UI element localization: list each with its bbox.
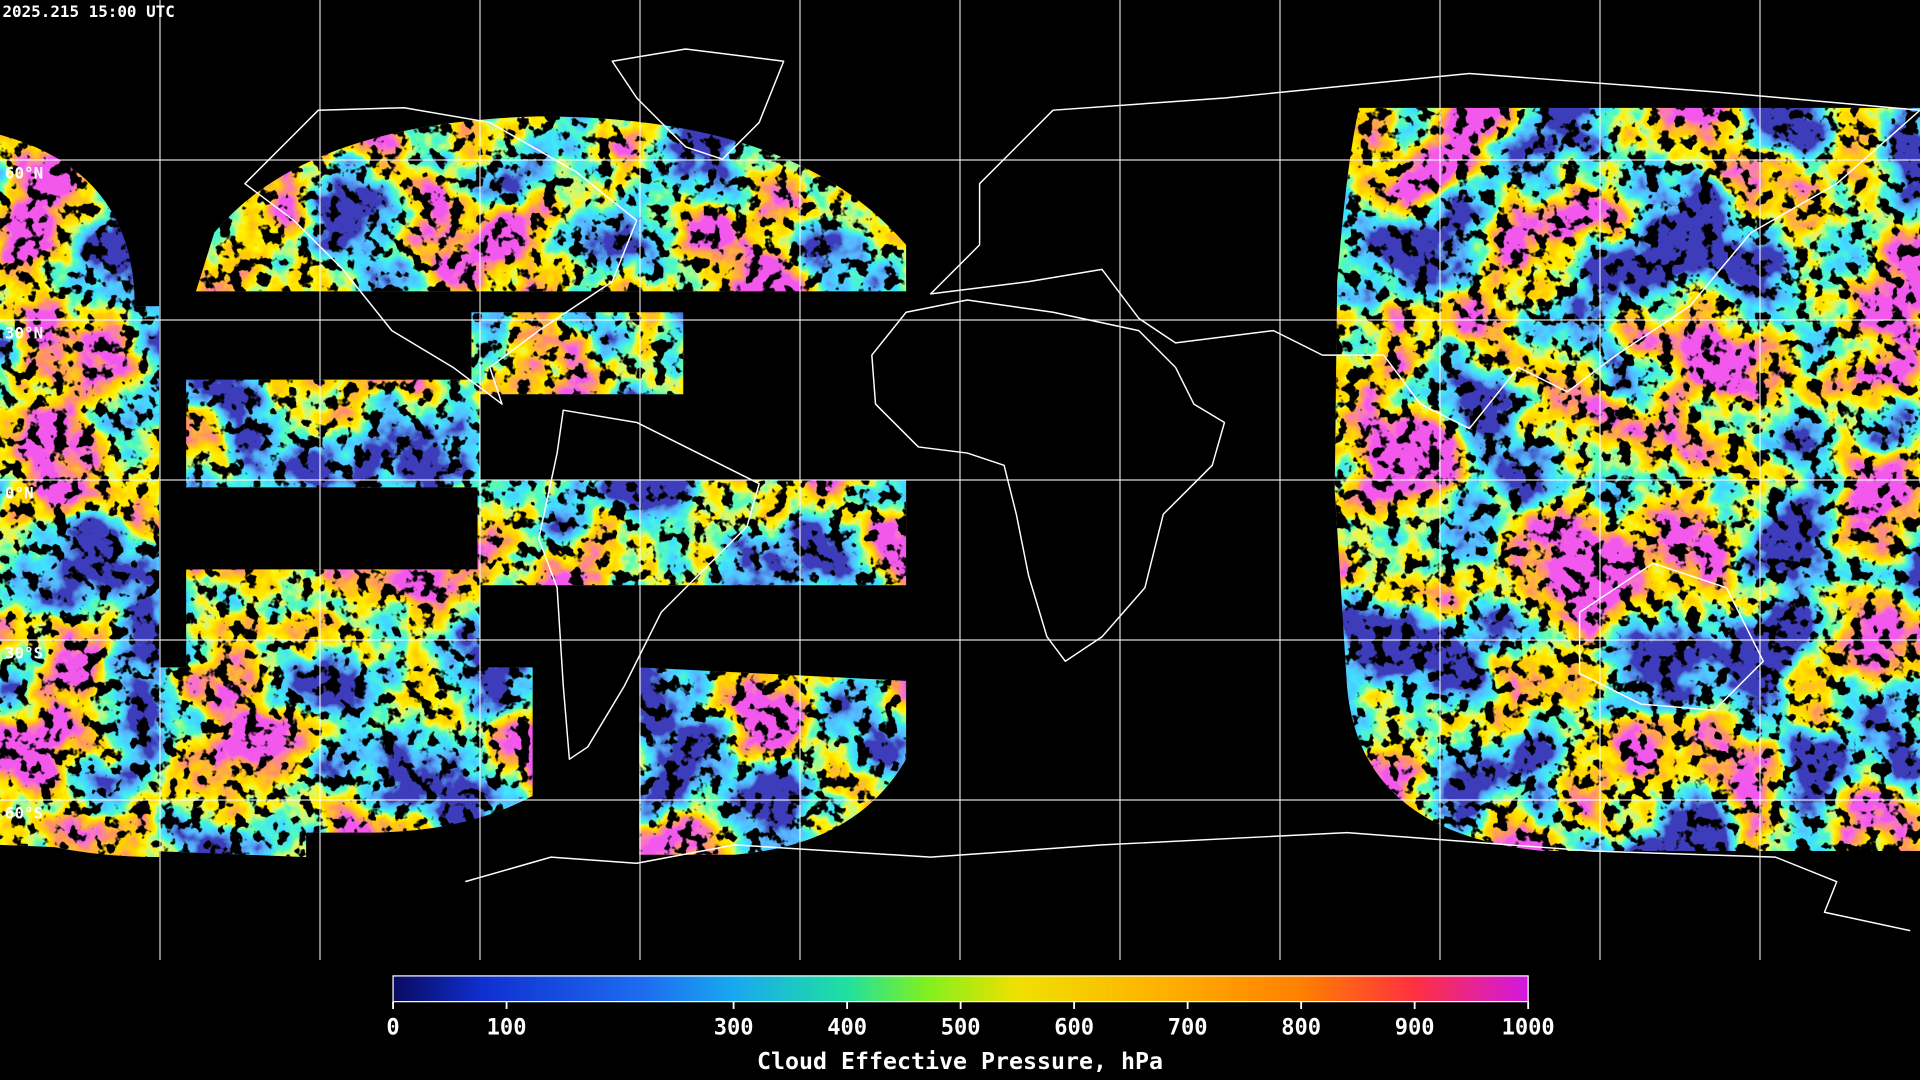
antarctica [465, 831, 1911, 932]
colorbar-tick-label: 100 [487, 1016, 527, 1041]
colorbar-tick-label: 400 [827, 1016, 867, 1041]
latitude-label: 0°N [5, 483, 34, 502]
latitude-label: 30°S [5, 643, 43, 662]
latitude-label: 60°N [5, 163, 43, 182]
australia [1578, 562, 1765, 711]
africa [871, 299, 1226, 662]
coastlines [244, 48, 1920, 932]
graticule [0, 0, 1920, 961]
north-america [244, 107, 638, 405]
colorbar-title: Cloud Effective Pressure, hPa [757, 1048, 1163, 1075]
colorbar-tick-label: 900 [1395, 1016, 1435, 1041]
south-america [538, 409, 760, 760]
colorbar-tick-label: 800 [1281, 1016, 1321, 1041]
colorbar-ticks: 0 100 300 400 500 600 700 800 900 1000 [386, 1001, 1555, 1041]
colorbar [392, 975, 1529, 1003]
colorbar-tick-label: 1000 [1502, 1016, 1555, 1041]
latitude-label: 60°S [5, 803, 43, 822]
colorbar-tick-label: 700 [1168, 1016, 1208, 1041]
colorbar-tick-label: 600 [1054, 1016, 1094, 1041]
latitude-label: 30°N [5, 323, 43, 342]
colorbar-tick-label: 300 [714, 1016, 754, 1041]
colorbar-tick-label: 0 [386, 1016, 399, 1041]
timestamp: 2025.215 15:00 UTC [2, 2, 174, 21]
colorbar-tick-label: 500 [941, 1016, 981, 1041]
greenland [611, 48, 785, 160]
eurasia [929, 72, 1920, 430]
latitude-labels: 60°N 30°N 0°N 30°S 60°S [5, 163, 43, 822]
